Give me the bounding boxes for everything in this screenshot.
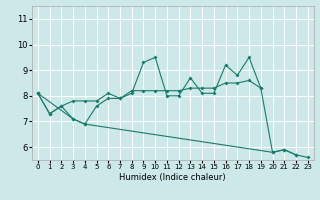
X-axis label: Humidex (Indice chaleur): Humidex (Indice chaleur)	[119, 173, 226, 182]
